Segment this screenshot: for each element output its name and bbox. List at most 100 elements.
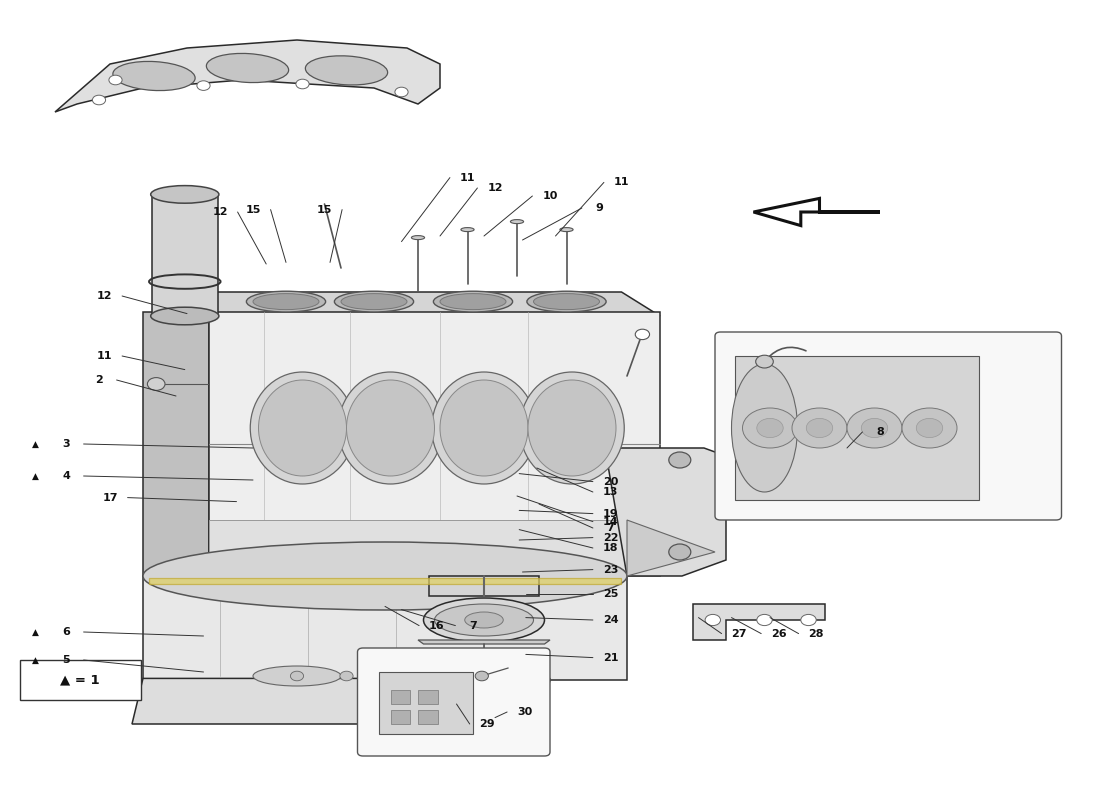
Ellipse shape (334, 291, 414, 312)
Text: ▲ = 1: ▲ = 1 (60, 674, 100, 686)
Polygon shape (429, 576, 539, 596)
Polygon shape (209, 312, 660, 576)
Circle shape (475, 671, 488, 681)
Polygon shape (132, 678, 550, 724)
FancyBboxPatch shape (715, 332, 1062, 520)
Text: 21: 21 (603, 653, 618, 662)
Circle shape (792, 408, 847, 448)
Circle shape (902, 408, 957, 448)
Text: 15: 15 (245, 205, 261, 214)
Ellipse shape (424, 598, 544, 642)
Circle shape (742, 408, 797, 448)
Polygon shape (170, 292, 660, 316)
Text: 6: 6 (62, 627, 70, 637)
Circle shape (916, 418, 943, 438)
Circle shape (197, 81, 210, 90)
Ellipse shape (440, 380, 528, 476)
Ellipse shape (143, 542, 627, 610)
Text: 25: 25 (603, 589, 618, 598)
Text: 14: 14 (603, 517, 618, 526)
Ellipse shape (560, 227, 573, 231)
Ellipse shape (258, 380, 346, 476)
Circle shape (109, 75, 122, 85)
Circle shape (92, 95, 106, 105)
Text: 13: 13 (603, 487, 618, 497)
Circle shape (757, 614, 772, 626)
Text: 17: 17 (102, 493, 118, 502)
Text: 27: 27 (732, 629, 747, 638)
Circle shape (455, 667, 469, 677)
Ellipse shape (346, 380, 434, 476)
Text: 15: 15 (317, 205, 332, 214)
Text: 16: 16 (429, 621, 444, 630)
Circle shape (340, 671, 353, 681)
Circle shape (806, 418, 833, 438)
Ellipse shape (207, 54, 288, 82)
Circle shape (669, 544, 691, 560)
Text: 11: 11 (614, 178, 629, 187)
Text: 2: 2 (95, 375, 103, 385)
Ellipse shape (411, 235, 425, 239)
Ellipse shape (475, 657, 493, 663)
Ellipse shape (464, 612, 504, 628)
Ellipse shape (534, 294, 600, 310)
Ellipse shape (461, 227, 474, 231)
Text: 9: 9 (595, 203, 604, 213)
Polygon shape (209, 520, 660, 576)
Circle shape (296, 79, 309, 89)
Ellipse shape (246, 291, 326, 312)
Polygon shape (55, 40, 440, 112)
Bar (20, 660, 141, 700)
Polygon shape (693, 604, 825, 640)
Text: 26: 26 (771, 629, 786, 638)
Text: 7: 7 (469, 621, 477, 630)
Ellipse shape (433, 291, 513, 312)
Ellipse shape (519, 372, 625, 484)
Text: 4: 4 (62, 471, 70, 481)
Bar (152, 196, 218, 316)
Circle shape (669, 452, 691, 468)
Circle shape (395, 667, 408, 677)
Circle shape (847, 408, 902, 448)
Circle shape (801, 614, 816, 626)
Text: 8: 8 (876, 427, 884, 437)
Circle shape (705, 614, 720, 626)
Ellipse shape (732, 364, 798, 492)
Ellipse shape (251, 372, 354, 484)
Bar (418, 690, 438, 704)
Bar (418, 710, 438, 724)
Text: 18: 18 (603, 543, 618, 553)
Circle shape (756, 355, 773, 368)
Polygon shape (418, 640, 550, 644)
Polygon shape (605, 448, 726, 576)
FancyBboxPatch shape (358, 648, 550, 756)
Text: ▲: ▲ (32, 439, 39, 449)
Bar (390, 710, 410, 724)
Text: ▲: ▲ (32, 627, 39, 637)
Ellipse shape (341, 294, 407, 310)
Polygon shape (143, 312, 209, 576)
Text: a passion for parts since 1985: a passion for parts since 1985 (231, 494, 495, 658)
Text: ▲: ▲ (32, 655, 39, 665)
Text: 12: 12 (487, 183, 503, 193)
Ellipse shape (510, 219, 524, 223)
Ellipse shape (306, 56, 387, 85)
Polygon shape (379, 672, 473, 734)
Text: eurospares: eurospares (179, 271, 635, 577)
Polygon shape (754, 198, 880, 226)
Bar (390, 690, 410, 704)
Circle shape (395, 87, 408, 97)
Circle shape (757, 418, 783, 438)
Ellipse shape (151, 186, 219, 203)
Text: 29: 29 (480, 719, 495, 729)
Ellipse shape (253, 666, 341, 686)
Ellipse shape (253, 294, 319, 310)
Text: ▲: ▲ (32, 471, 39, 481)
Ellipse shape (527, 291, 606, 312)
Ellipse shape (440, 294, 506, 310)
Text: 24: 24 (603, 615, 618, 625)
Polygon shape (627, 520, 715, 576)
Text: 12: 12 (97, 291, 112, 301)
Text: 11: 11 (460, 173, 475, 182)
Text: 10: 10 (542, 191, 558, 201)
